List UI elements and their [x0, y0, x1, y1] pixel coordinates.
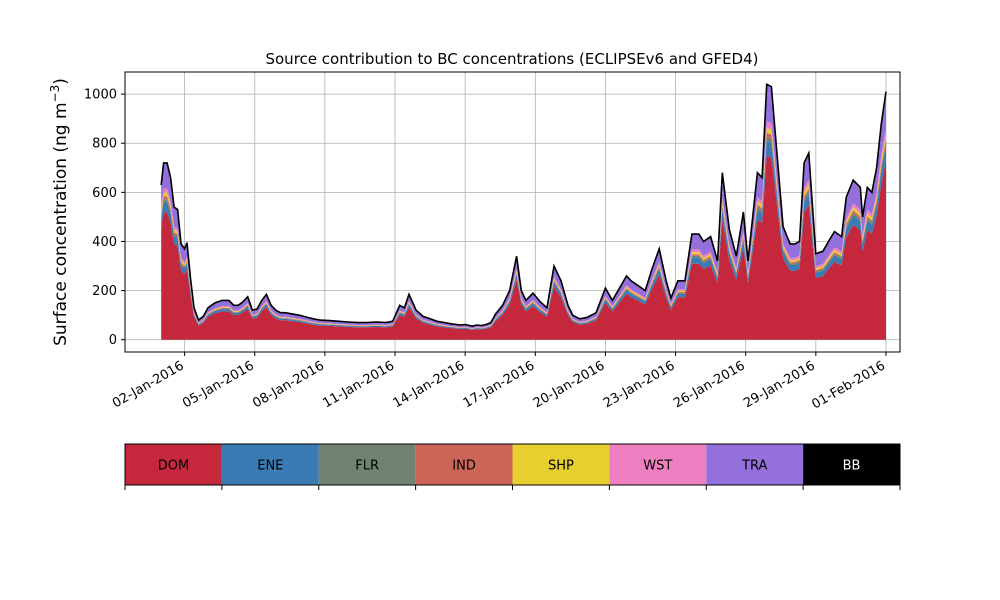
legend-swatch-flr — [318, 444, 416, 485]
x-tick-label: 01-Feb-2016 — [809, 358, 888, 412]
legend-label-bb: BB — [843, 459, 861, 474]
x-tick-label: 08-Jan-2016 — [250, 358, 327, 411]
y-tick-label: 800 — [92, 137, 117, 152]
x-tick-label: 11-Jan-2016 — [320, 358, 397, 411]
x-tick-label: 26-Jan-2016 — [671, 358, 748, 411]
x-tick-label: 02-Jan-2016 — [110, 358, 187, 411]
x-tick-label: 14-Jan-2016 — [391, 358, 468, 411]
legend-label-wst: WST — [643, 459, 672, 474]
y-tick-label: 400 — [92, 235, 117, 250]
legend-swatch-wst — [609, 444, 707, 485]
area-dom — [161, 155, 886, 340]
y-axis-label-main: Surface concentration (ng m — [51, 102, 71, 345]
legend-label-ene: ENE — [257, 459, 283, 474]
legend-swatch-ind — [415, 444, 513, 485]
x-tick-label: 23-Jan-2016 — [601, 358, 678, 411]
legend-swatch-bb — [803, 444, 900, 485]
y-axis-label-close: ) — [51, 78, 71, 85]
x-tick-label: 05-Jan-2016 — [180, 358, 257, 411]
y-axis-label-exponent: −3 — [48, 85, 62, 103]
y-tick-label: 0 — [109, 333, 117, 348]
y-tick-label: 1000 — [84, 88, 117, 103]
axes-frame — [124, 71, 901, 353]
legend-label-ind: IND — [452, 459, 476, 474]
legend-swatch-ene — [221, 444, 319, 485]
legend-swatch-shp — [512, 444, 610, 485]
y-tick-label: 200 — [92, 284, 117, 299]
legend-label-flr: FLR — [355, 459, 379, 474]
legend: DOM ENE FLR IND SHP WST TRA BB — [124, 443, 901, 490]
chart-title: Source contribution to BC concentrations… — [265, 50, 758, 68]
legend-label-tra: TRA — [741, 459, 767, 474]
x-tick-label: 20-Jan-2016 — [531, 358, 608, 411]
total-line — [160, 83, 887, 328]
legend-label-dom: DOM — [158, 459, 189, 474]
y-axis-label: Surface concentration (ng m−3) — [48, 78, 71, 346]
y-tick-label: 600 — [92, 186, 117, 201]
x-tick-label: 29-Jan-2016 — [741, 358, 818, 411]
x-tick-label: 17-Jan-2016 — [461, 358, 538, 411]
legend-swatch-dom — [125, 444, 222, 485]
legend-label-shp: SHP — [548, 459, 574, 474]
legend-swatch-tra — [706, 444, 804, 485]
